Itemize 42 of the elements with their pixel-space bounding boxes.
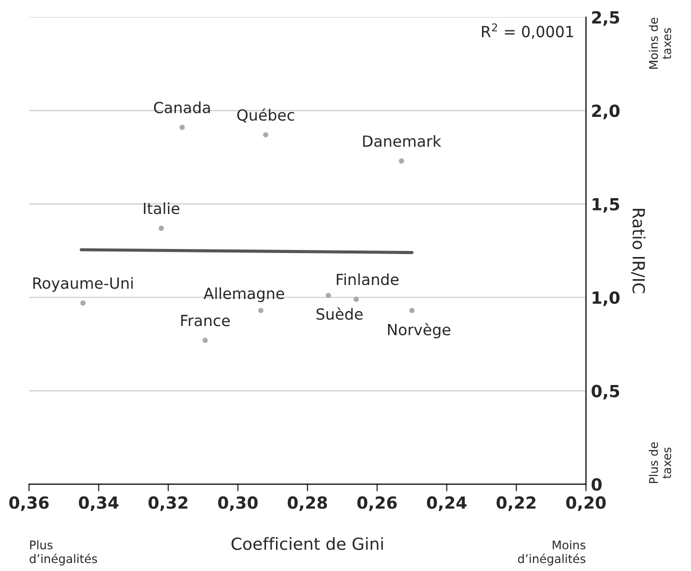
text: Moins d’inégalités (518, 540, 586, 566)
point (326, 292, 331, 298)
point (80, 300, 86, 306)
x-tick-label: 0,26 (357, 496, 397, 512)
point (263, 132, 268, 138)
annotation: R$^{2}$ = 0,0001 (482, 23, 574, 39)
x-tick-label: 0,28 (288, 496, 328, 512)
x-axis-title: Coefficient de Gini (232, 537, 383, 550)
text: Plus de taxes (648, 442, 672, 484)
text: Plus d’inégalités (30, 540, 98, 566)
x-tick-label: 0,20 (566, 496, 606, 512)
y-tick-label: 2,5 (592, 11, 620, 26)
annotation: Finlande (336, 273, 399, 286)
x-tick-label: 0,36 (9, 496, 49, 512)
point (158, 226, 164, 231)
x-tick-label: 0,34 (78, 496, 118, 512)
annotation: Danemark (363, 135, 442, 147)
annotation: France (181, 314, 230, 326)
annotation: Italie (144, 202, 180, 214)
y-tick-label: 1,5 (592, 198, 620, 213)
text: Moins de taxes (648, 18, 672, 69)
point (398, 158, 404, 164)
y-tick-label: 0,5 (592, 384, 620, 400)
x-tick-label: 0,30 (218, 496, 258, 512)
y-axis-title: Ratio IR/IC (631, 208, 646, 294)
annotation: Royaume-Uni (33, 277, 133, 292)
point (409, 308, 415, 314)
point (180, 124, 185, 130)
x-tick-label: 0,32 (148, 496, 188, 512)
annotation: Allemagne (204, 287, 284, 302)
point (202, 338, 208, 343)
x-tick-label: 0,22 (496, 496, 536, 512)
x-tick-label: 0,24 (426, 496, 467, 512)
annotation: Québec (237, 108, 294, 123)
annotation: Suède (316, 307, 363, 320)
annotation: Canada (154, 101, 210, 114)
point (258, 308, 264, 314)
annotation: Norvège (388, 322, 450, 338)
y-tick-label: 2,0 (592, 104, 620, 120)
y-tick-label: 0 (592, 478, 602, 491)
y-tick-label: 1,0 (592, 291, 620, 306)
point (354, 296, 359, 302)
